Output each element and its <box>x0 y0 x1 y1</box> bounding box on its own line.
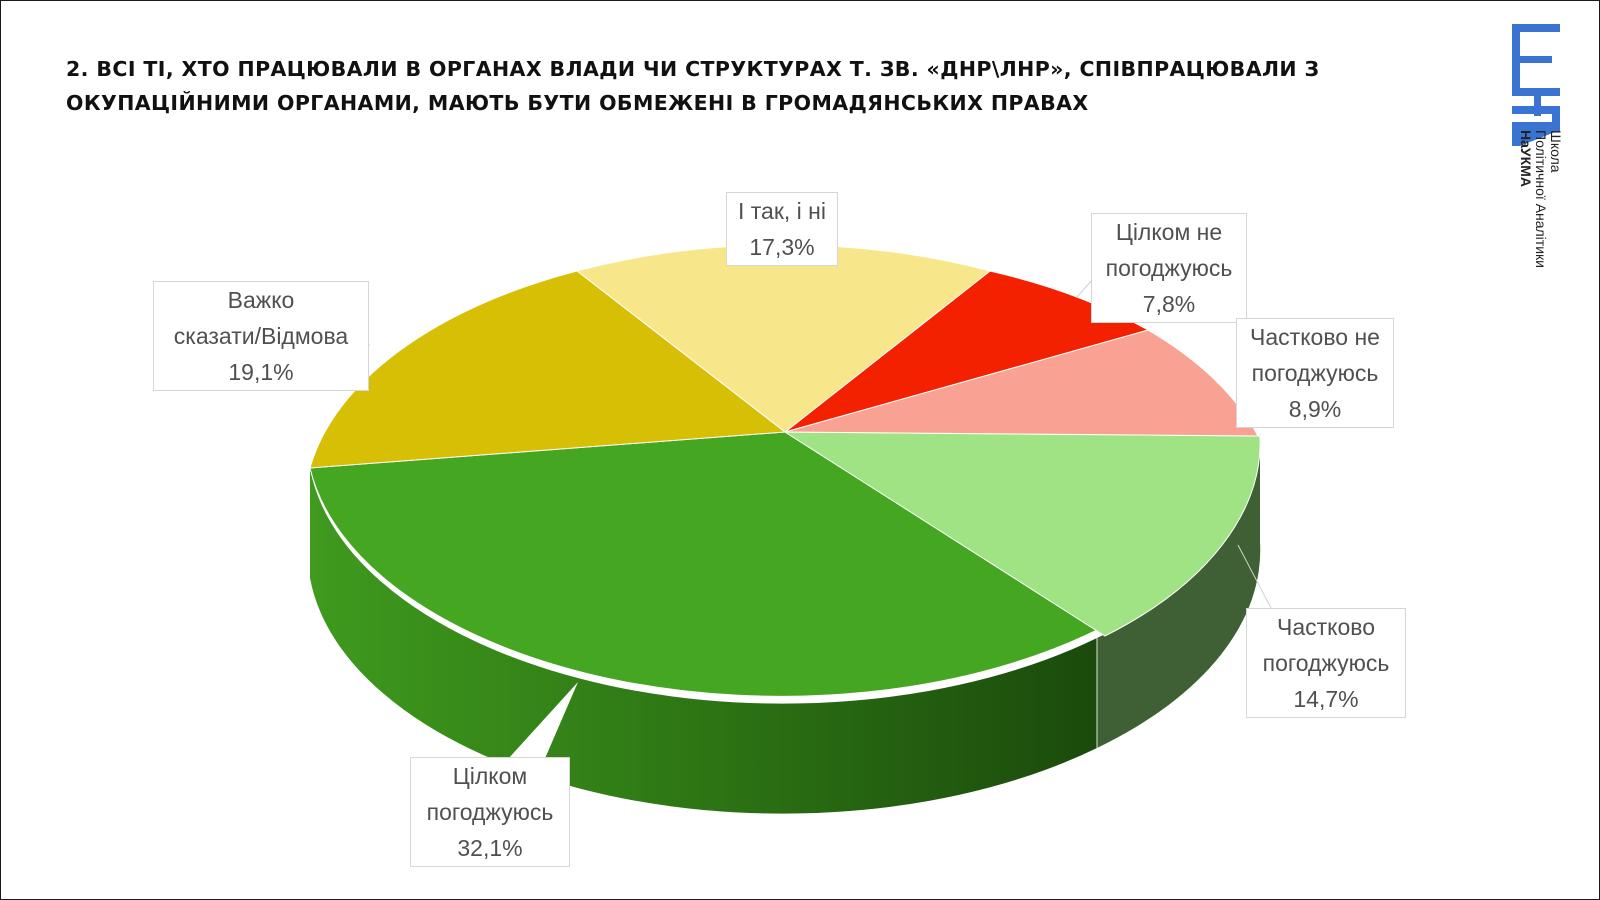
label-value: 8,9% <box>1288 396 1342 422</box>
data-label-chastkovo-ne: Частково не погоджуюсь 8,9% <box>1236 318 1394 428</box>
slice-vazhko[interactable] <box>309 270 787 469</box>
data-label-chastkovo: Частково погоджуюсь 14,7% <box>1246 608 1406 718</box>
chart-title-line-1: 2. ВСІ ТІ, ХТО ПРАЦЮВАЛИ В ОРГАНАХ ВЛАДИ… <box>66 57 1320 81</box>
data-label-vazhko: Важко сказати/Відмова 19,1% <box>153 281 369 391</box>
label-value: 14,7% <box>1293 686 1359 712</box>
label-value: 32,1% <box>457 835 523 861</box>
slice-chastkovo[interactable] <box>783 431 1261 637</box>
label-text: сказати/Відмова <box>173 323 349 349</box>
label-text: Цілком не <box>1115 219 1223 245</box>
label-text: Частково <box>1276 614 1376 640</box>
slice-cilkom[interactable] <box>309 431 1099 697</box>
slice-side-cilkom <box>310 468 1097 814</box>
spa-logo-icon <box>1512 24 1560 146</box>
label-text: І так, і ні <box>737 198 826 224</box>
chart-title: 2. ВСІ ТІ, ХТО ПРАЦЮВАЛИ В ОРГАНАХ ВЛАДИ… <box>66 52 1446 120</box>
label-text: Частково не <box>1250 324 1380 350</box>
label-text: Цілком <box>452 763 528 789</box>
data-label-itak: І так, і ні 17,3% <box>726 192 838 266</box>
data-label-cilkom-ne: Цілком не погоджуюсь 7,8% <box>1091 213 1247 323</box>
pie-top <box>309 244 1261 697</box>
label-text: погоджуюсь <box>1105 255 1233 281</box>
label-text: погоджуюсь <box>1262 650 1390 676</box>
slice-cilkom-ne[interactable] <box>784 270 1150 433</box>
label-text: погоджуюсь <box>426 799 554 825</box>
slice-side-chastkovo <box>1097 432 1261 748</box>
pie-side-walls <box>310 432 1261 814</box>
chart-title-line-2: ОКУПАЦІЙНИМИ ОРГАНАМИ, МАЮТЬ БУТИ ОБМЕЖЕ… <box>66 91 1089 115</box>
callout-pointer-cilkom <box>498 682 578 770</box>
label-value: 19,1% <box>228 359 294 385</box>
label-text: Важко <box>227 287 295 313</box>
label-value: 7,8% <box>1142 291 1196 317</box>
slice-chastkovo-ne[interactable] <box>784 329 1259 437</box>
label-text: погоджуюсь <box>1251 360 1379 386</box>
label-value: 17,3% <box>749 234 815 260</box>
data-label-cilkom: Цілком погоджуюсь 32,1% <box>410 757 570 867</box>
